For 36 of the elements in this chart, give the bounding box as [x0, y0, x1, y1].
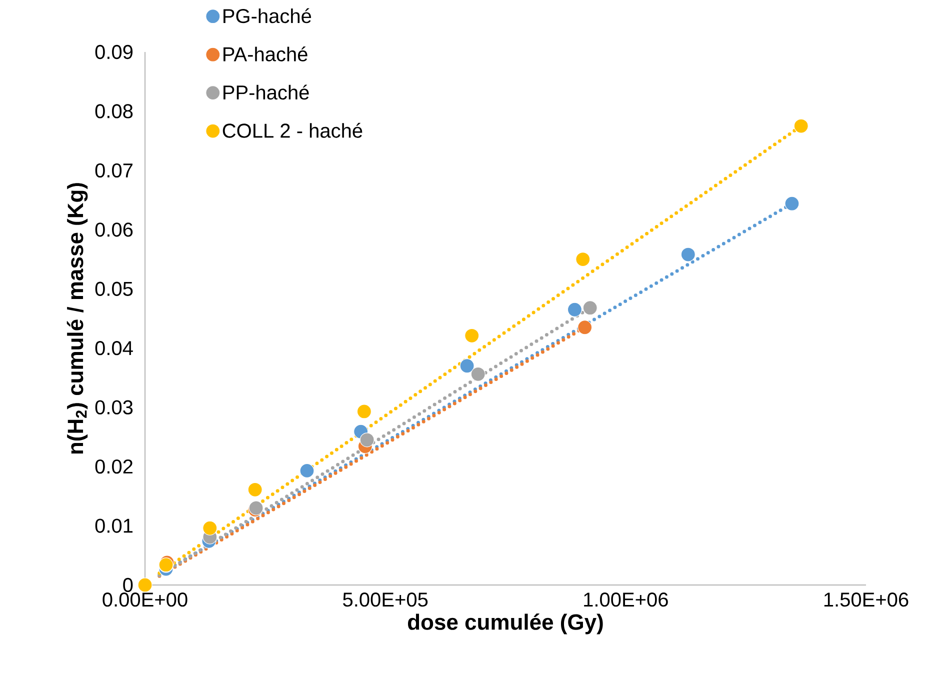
point: [464, 328, 480, 343]
point: [460, 358, 474, 374]
legend-label: PP-haché: [224, 84, 309, 100]
legend-label: PA-haché: [224, 46, 308, 62]
y-tick-label: 0.03: [95, 400, 133, 414]
x-tick-label: 5.00E+05: [343, 592, 428, 607]
point: [567, 302, 582, 317]
point: [138, 578, 152, 592]
point: [794, 118, 808, 134]
y-tick-label: 0.06: [95, 222, 133, 237]
point: [202, 520, 218, 536]
y-tick-label: 0.01: [95, 518, 132, 533]
point: [578, 320, 592, 335]
y-tick-label: 0.04: [95, 341, 133, 356]
point: [248, 482, 262, 497]
y-tick-label: 0.02: [95, 459, 132, 474]
y-axis-title: n(H$_{2}$) cumulé / masse (Kg): [66, 183, 88, 454]
y-tick-label: 0: [123, 578, 133, 592]
y-tick-label: 0.09: [95, 44, 133, 60]
point: [300, 463, 314, 478]
x-tick-label: 1.00E+06: [584, 592, 668, 607]
y-tick-label: 0.08: [95, 104, 133, 118]
x-tick-label: 1.50E+06: [824, 592, 908, 607]
x-axis-title: dose cumulée (Gy): [408, 614, 603, 634]
point: [582, 300, 598, 316]
point: [576, 252, 590, 267]
point: [784, 196, 800, 211]
legend-label: COLL 2 - haché: [222, 122, 362, 138]
legend-label: PG-haché: [224, 8, 312, 24]
point: [360, 432, 374, 448]
point: [470, 366, 486, 382]
x-tick-label: 0.00E+00: [102, 592, 188, 607]
point: [356, 404, 372, 419]
y-tick-label: 0.05: [95, 282, 133, 296]
y-tick-label: 0.07: [95, 163, 132, 178]
point: [680, 247, 696, 262]
